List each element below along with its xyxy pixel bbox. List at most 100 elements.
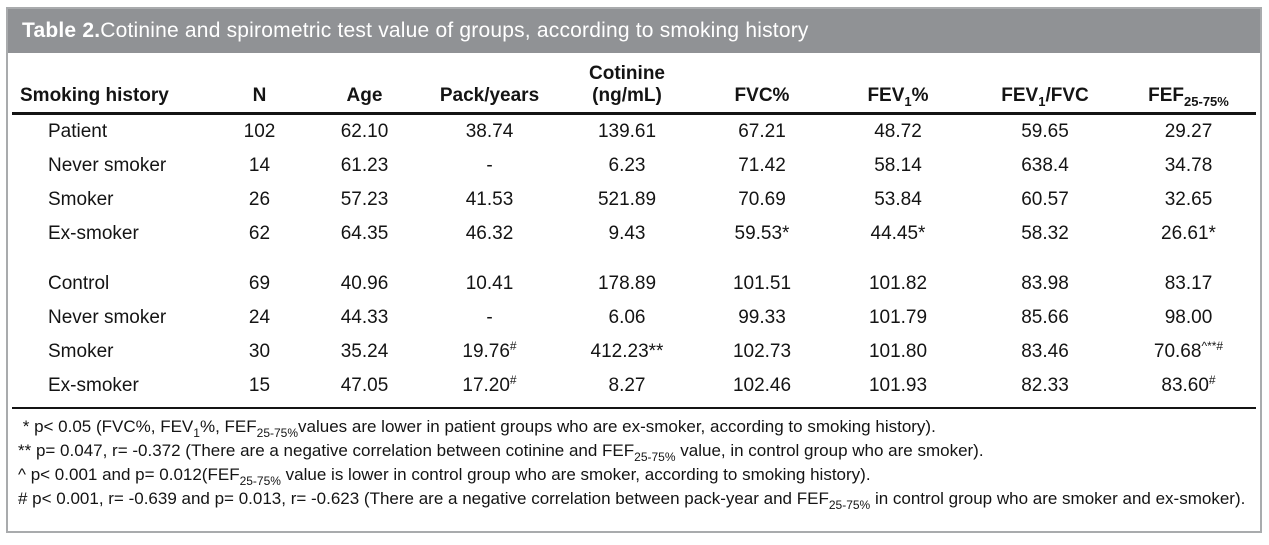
- table-cell: 62: [248, 223, 271, 244]
- table-cell: 101.82: [868, 273, 928, 294]
- row-label: Never smoker: [48, 155, 167, 176]
- table-cell: 35.24: [340, 341, 389, 362]
- table-row: Ex-smoker 15 47.05 17.20# 8.27 102.46 101.93 82…: [12, 369, 1256, 409]
- table-wrap: Smoking history N Age Pack/years Cotinine (ng…: [8, 53, 1260, 409]
- table-cell: 82.33: [969, 369, 1121, 409]
- table-cell: 57.23: [340, 189, 389, 210]
- table-cell: 38.74: [465, 121, 514, 142]
- table-cell: 48.72: [874, 121, 922, 142]
- table-row: Smoker 26 57.23 41.53 521.89 70.69 53.84 60.57 3…: [12, 183, 1256, 217]
- table-cell: 83.17: [1164, 273, 1213, 294]
- table-row: Smoker 30 35.24 19.76# 412.23** 102.73 101.80 8…: [12, 335, 1256, 369]
- table-row: Ex-smoker 62 64.35 46.32 9.43 59.53* 44.45* 58.…: [12, 217, 1256, 251]
- table-cell: 638.4: [1021, 155, 1069, 176]
- table-cell: 70.68^**#: [1153, 339, 1224, 362]
- table-cell: 24: [248, 307, 271, 328]
- row-label: Smoker: [48, 189, 114, 210]
- table-cell: 46.32: [465, 223, 514, 244]
- table-cell: 17.20#: [422, 369, 557, 409]
- footnote-line: ** p= 0.047, r= -0.372 (There are a nega…: [18, 441, 984, 464]
- column-header-fev1-fvc: FEV1/FVC: [969, 53, 1121, 115]
- table-cell: 59.65: [1021, 121, 1069, 142]
- table-title-bar: Table 2. Cotinine and spirometric test v…: [8, 9, 1260, 53]
- column-header-fvc-percent: FVC%: [697, 53, 827, 115]
- row-label: Ex-smoker: [12, 369, 212, 409]
- header-row: Smoking history N Age Pack/years Cotinine (ng…: [12, 53, 1256, 115]
- data-table: Smoking history N Age Pack/years Cotinine (ng…: [12, 53, 1256, 409]
- row-label: Patient: [48, 121, 108, 142]
- table-cell: 10.41: [465, 273, 514, 294]
- column-header-smoking-history: Smoking history: [12, 53, 212, 115]
- table-cell: -: [486, 307, 493, 328]
- table-cell: 83.98: [1021, 273, 1069, 294]
- table-cell: 67.21: [738, 121, 786, 142]
- table-cell: 8.27: [557, 369, 697, 409]
- table-cell: 521.89: [597, 189, 657, 210]
- table-cell: 83.46: [1021, 341, 1069, 362]
- table-cell: 102: [243, 121, 276, 142]
- table-cell: 6.23: [608, 155, 646, 176]
- table-cell: 58.14: [874, 155, 922, 176]
- column-header-fev1-percent: FEV1%: [827, 53, 969, 115]
- table-number: Table 2.: [22, 19, 101, 42]
- footnote-line: ^ p< 0.001 and p= 0.012(FEF25-75% value …: [18, 465, 871, 488]
- table-row: Patient 102 62.10 38.74 139.61 67.21 48.72 59.6…: [12, 114, 1256, 150]
- table-cell: 70.69: [738, 189, 786, 210]
- column-header-n: N: [212, 53, 307, 115]
- row-label: Ex-smoker: [48, 223, 139, 244]
- row-label: Smoker: [48, 341, 114, 362]
- table-cell: 71.42: [738, 155, 786, 176]
- table-cell: 41.53: [465, 189, 514, 210]
- table-cell: 69: [248, 273, 271, 294]
- table-cell: 101.51: [732, 273, 792, 294]
- footnotes: * p< 0.05 (FVC%, FEV1%, FEF25-75%values …: [8, 409, 1260, 511]
- table-frame: Table 2. Cotinine and spirometric test v…: [6, 7, 1262, 533]
- table-cell: 178.89: [597, 273, 657, 294]
- table-cell: 60.57: [1021, 189, 1069, 210]
- column-header-pack-years: Pack/years: [422, 53, 557, 115]
- table-cell: 83.60#: [1121, 369, 1256, 409]
- table-cell: 34.78: [1164, 155, 1213, 176]
- table-cell: 44.33: [340, 307, 389, 328]
- table-cell: 99.33: [738, 307, 786, 328]
- table-row: Control 69 40.96 10.41 178.89 101.51 101.82 83.…: [12, 251, 1256, 301]
- table-cell: 19.76#: [462, 339, 517, 362]
- table-cell: 98.00: [1164, 307, 1213, 328]
- table-cell: 139.61: [597, 121, 657, 142]
- table-cell: 32.65: [1164, 189, 1213, 210]
- table-body: Patient 102 62.10 38.74 139.61 67.21 48.72 59.6…: [12, 114, 1256, 409]
- table-cell: 15: [212, 369, 307, 409]
- table-cell: 102.46: [697, 369, 827, 409]
- table-cell: 102.73: [732, 341, 792, 362]
- table-row: Never smoker 14 61.23 - 6.23 71.42 58.14 638.4 3…: [12, 149, 1256, 183]
- table-cell: 9.43: [608, 223, 646, 244]
- table-title: Cotinine and spirometric test value of g…: [100, 19, 809, 42]
- table-cell: 30: [248, 341, 271, 362]
- table-cell: 101.80: [868, 341, 928, 362]
- row-label: Control: [48, 273, 110, 294]
- table-cell: 64.35: [340, 223, 389, 244]
- footnote-line: # p< 0.001, r= -0.639 and p= 0.013, r= -…: [18, 489, 1246, 512]
- column-header-cotinine: Cotinine (ng/mL): [557, 53, 697, 115]
- table-cell: 53.84: [874, 189, 922, 210]
- table-cell: 85.66: [1021, 307, 1069, 328]
- table-cell: 101.93: [827, 369, 969, 409]
- table-cell: -: [486, 155, 493, 176]
- table-cell: 412.23**: [590, 341, 664, 362]
- table-cell: 61.23: [340, 155, 389, 176]
- footnote-line: * p< 0.05 (FVC%, FEV1%, FEF25-75%values …: [18, 417, 936, 440]
- column-header-age: Age: [307, 53, 422, 115]
- table-cell: 44.45*: [870, 223, 926, 244]
- table-cell: 62.10: [340, 121, 389, 142]
- table-cell: 40.96: [340, 273, 389, 294]
- table-cell: 101.79: [868, 307, 928, 328]
- table-cell: 26.61*: [1161, 223, 1216, 244]
- table-cell: 29.27: [1164, 121, 1213, 142]
- row-label: Never smoker: [48, 307, 167, 328]
- table-cell: 47.05: [307, 369, 422, 409]
- column-header-fef25-75: FEF25-75%: [1121, 53, 1256, 115]
- table-cell: 26: [248, 189, 271, 210]
- table-cell: 6.06: [608, 307, 646, 328]
- table-row: Never smoker 24 44.33 - 6.06 99.33 101.79 85.66…: [12, 301, 1256, 335]
- table-cell: 58.32: [1021, 223, 1069, 244]
